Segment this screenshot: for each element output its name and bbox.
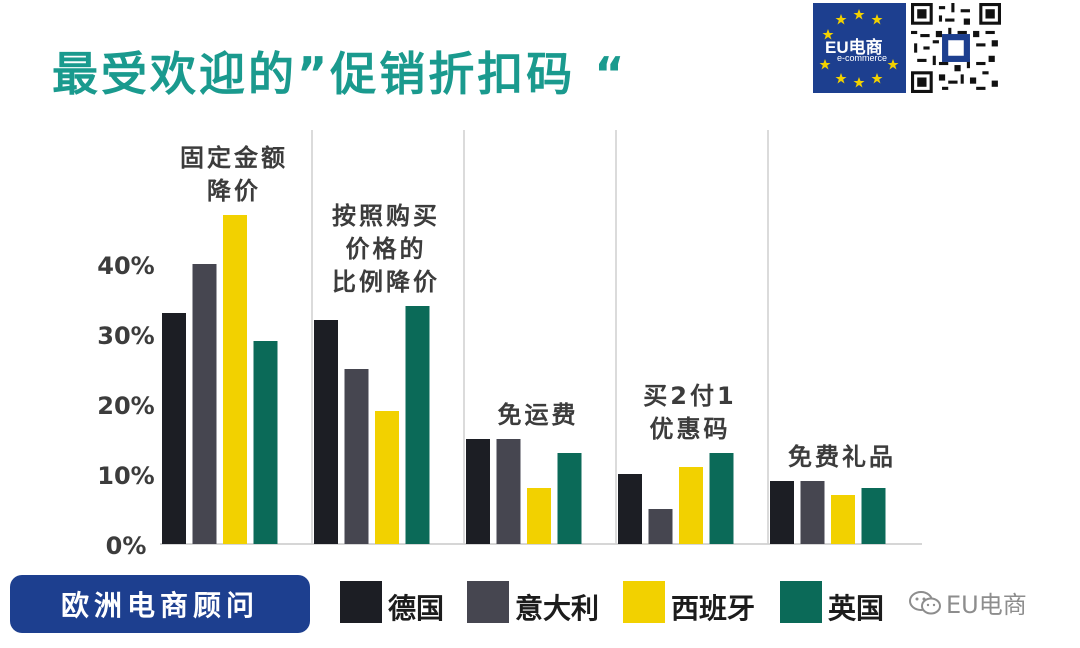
bar-意大利-1: [344, 369, 369, 544]
bar-意大利-0: [192, 264, 217, 544]
bar-英国-2: [557, 453, 582, 544]
bar-英国-3: [709, 453, 734, 544]
y-tick-label: 10%: [97, 462, 154, 490]
bar-德国-0: [162, 313, 186, 544]
bar-西班牙-1: [375, 411, 399, 544]
category-label: 免运费: [498, 401, 579, 429]
category-label: 买2付1: [643, 382, 736, 410]
category-label: 免费礼品: [788, 443, 896, 471]
bar-意大利-3: [648, 509, 673, 544]
legend-label-series-0: 德国: [388, 592, 445, 625]
bar-德国-1: [314, 320, 338, 544]
bar-意大利-2: [496, 439, 521, 544]
bar-德国-4: [770, 481, 794, 544]
category-label: 优惠码: [650, 415, 731, 443]
bar-西班牙-2: [527, 488, 551, 544]
bar-德国-2: [466, 439, 490, 544]
y-tick-label: 30%: [97, 322, 154, 350]
bar-英国-0: [253, 341, 278, 544]
category-label: 降价: [207, 177, 261, 205]
bar-西班牙-4: [831, 495, 855, 544]
eu-ecommerce-logo: EU电商 e-commerce: [813, 3, 906, 93]
eu-ecommerce-advisor-button[interactable]: 欧洲电商顾问: [10, 575, 310, 633]
legend-swatch-series-2: [623, 581, 665, 623]
y-tick-label: 40%: [97, 252, 154, 280]
wechat-icon: [909, 590, 941, 614]
y-tick-label: 0%: [106, 532, 147, 560]
chart-title: 最受欢迎的”促销折扣码 “: [52, 47, 628, 101]
bar-德国-3: [618, 474, 642, 544]
legend-swatch-series-0: [340, 581, 382, 623]
bar-英国-1: [405, 306, 430, 544]
legend-swatch-series-3: [780, 581, 822, 623]
bar-意大利-4: [800, 481, 825, 544]
qr-code-icon: [911, 3, 1001, 93]
logo-subtext: e-commerce: [837, 53, 888, 63]
bar-西班牙-3: [679, 467, 703, 544]
category-label: 按照购买: [332, 202, 440, 230]
legend-label-series-1: 意大利: [515, 592, 600, 625]
y-tick-label: 20%: [97, 392, 154, 420]
legend-swatch-series-1: [467, 581, 509, 623]
legend-label-series-2: 西班牙: [671, 592, 756, 625]
watermark-text: EU电商: [946, 591, 1027, 619]
bar-英国-4: [861, 488, 886, 544]
legend-label-series-3: 英国: [828, 592, 885, 625]
category-label: 比例降价: [332, 268, 440, 296]
category-label: 固定金额: [180, 144, 288, 172]
bar-西班牙-0: [223, 215, 247, 544]
logo-text: EU电商: [825, 38, 883, 57]
watermark: EU电商: [908, 585, 1027, 620]
eu-stars-icon: [819, 9, 899, 88]
category-label: 价格的: [346, 235, 427, 263]
